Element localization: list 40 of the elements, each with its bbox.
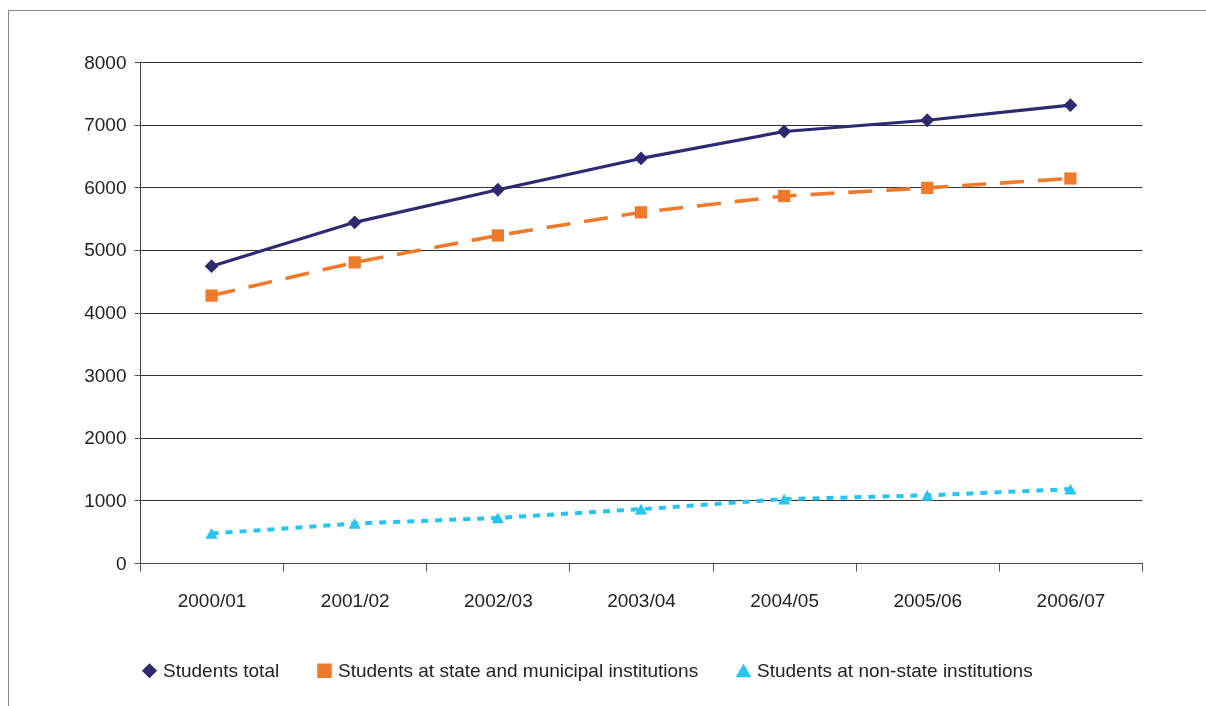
y-tick-label: 4000 bbox=[84, 302, 127, 323]
point bbox=[491, 229, 504, 242]
point bbox=[777, 124, 792, 139]
point bbox=[204, 259, 219, 274]
x-tick-label: 2004/05 bbox=[750, 589, 819, 611]
point bbox=[634, 151, 648, 166]
point bbox=[490, 182, 505, 197]
legend-label: Students at state and municipal institutions bbox=[338, 659, 699, 681]
y-tick-label: 0 bbox=[115, 552, 127, 574]
point bbox=[634, 503, 648, 515]
y-tick-label: 8000 bbox=[84, 51, 127, 73]
point bbox=[491, 512, 504, 524]
y-tick-label: 2000 bbox=[84, 427, 127, 449]
x-tick-label: 2001/02 bbox=[320, 589, 390, 611]
point bbox=[920, 113, 935, 128]
x-tick-label: 2003/04 bbox=[607, 589, 677, 611]
point bbox=[921, 181, 934, 194]
point bbox=[348, 518, 361, 529]
y-tick-label: 1000 bbox=[84, 489, 127, 511]
x-tick-label: 2002/03 bbox=[464, 589, 533, 611]
y-tick-label: 6000 bbox=[84, 176, 127, 198]
point bbox=[1064, 483, 1077, 495]
legend-label: Students total bbox=[163, 659, 280, 681]
point bbox=[1064, 172, 1077, 185]
point bbox=[205, 528, 218, 539]
legend-label: Students at non-state institutions bbox=[757, 659, 1033, 681]
point bbox=[348, 256, 361, 269]
y-tick-label: 7000 bbox=[84, 114, 127, 136]
point bbox=[634, 206, 648, 219]
x-tick-label: 2006/07 bbox=[1036, 589, 1106, 611]
x-tick-label: 2000/01 bbox=[177, 589, 247, 611]
point bbox=[205, 289, 218, 302]
y-tick-label: 3000 bbox=[84, 364, 127, 386]
point bbox=[921, 490, 934, 501]
point bbox=[1063, 98, 1078, 113]
point bbox=[778, 493, 791, 505]
point bbox=[347, 215, 362, 230]
y-tick-label: 5000 bbox=[84, 239, 127, 261]
x-tick-label: 2005/06 bbox=[893, 589, 963, 611]
point bbox=[778, 189, 791, 203]
